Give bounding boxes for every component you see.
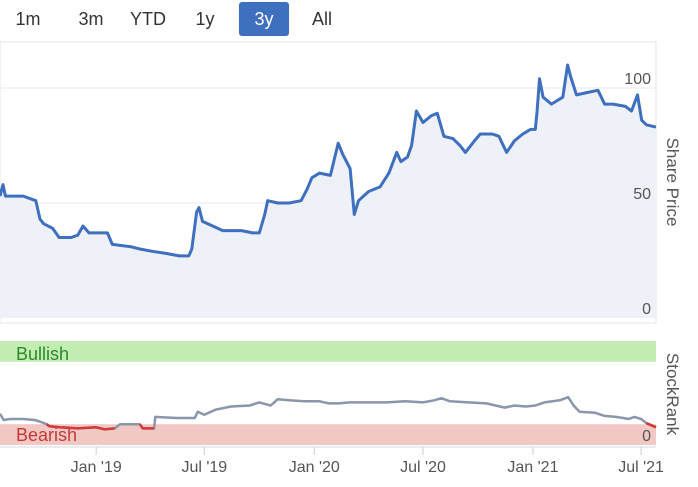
price-tick-label: 0 — [642, 301, 651, 318]
stockrank-band-label-bullish: Bullish — [16, 344, 69, 364]
range-button-3y[interactable]: 3y — [239, 2, 289, 36]
x-tick-label: Jan '19 — [71, 459, 122, 476]
x-tick-label: Jan '20 — [289, 459, 340, 476]
stockrank-band-bullish — [0, 341, 656, 362]
range-selector: 1m 3m YTD 1y 3y All — [0, 0, 698, 38]
price-tick-label: 50 — [633, 186, 651, 203]
rank-y-axis: 0 — [642, 428, 651, 445]
price-axis-label: Share Price — [663, 138, 682, 227]
x-tick-label: Jan '21 — [507, 459, 558, 476]
stockrank-band-bearish — [0, 424, 656, 445]
rank-axis-label: StockRank — [663, 353, 682, 436]
x-axis: Jan '19 Jul '19 Jan '20 Jul '20 Jan '21 Jul '… — [71, 447, 664, 476]
price-tick-label: 100 — [624, 71, 651, 88]
stockrank-band-label-bearish: Bearish — [16, 425, 77, 445]
range-button-1m[interactable]: 1m — [15, 9, 41, 29]
share-price-panel: 0 50 100 Share Price — [0, 41, 682, 324]
price-line — [0, 63, 657, 258]
range-button-all[interactable]: All — [311, 9, 332, 29]
range-button-3m[interactable]: 3m — [78, 9, 104, 29]
x-tick-label: Jul '20 — [400, 459, 446, 476]
x-tick-label: Jul '21 — [618, 459, 664, 476]
price-y-axis: 0 50 100 — [624, 71, 651, 318]
price-area-fill — [0, 65, 656, 318]
stockrank-bands: Bullish Bearish — [0, 341, 656, 445]
range-button-ytd[interactable]: YTD — [130, 9, 166, 29]
rank-tick-label: 0 — [642, 428, 651, 445]
x-tick-label: Jul '19 — [181, 459, 227, 476]
range-button-1y[interactable]: 1y — [195, 9, 215, 29]
stockrank-panel: Bullish Bearish 0 StockRank — [0, 341, 682, 447]
stockrank-bearish-line — [45, 422, 657, 431]
